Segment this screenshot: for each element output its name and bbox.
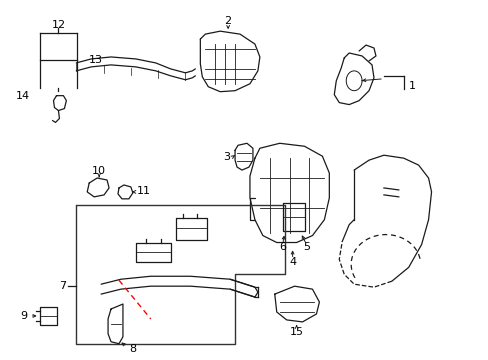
Text: 2: 2 [224,16,231,26]
Text: 11: 11 [137,186,150,196]
Text: 6: 6 [279,243,285,252]
Text: 15: 15 [289,327,303,337]
Text: 9: 9 [20,311,28,321]
Text: 5: 5 [303,243,309,252]
Text: 8: 8 [129,344,136,354]
Text: 10: 10 [92,166,106,176]
Text: 3: 3 [223,152,230,162]
Text: 4: 4 [288,257,296,267]
Text: 12: 12 [51,20,65,30]
Text: 7: 7 [59,281,66,291]
Text: 14: 14 [16,91,30,101]
Text: 13: 13 [89,55,103,66]
Text: 1: 1 [408,81,415,91]
